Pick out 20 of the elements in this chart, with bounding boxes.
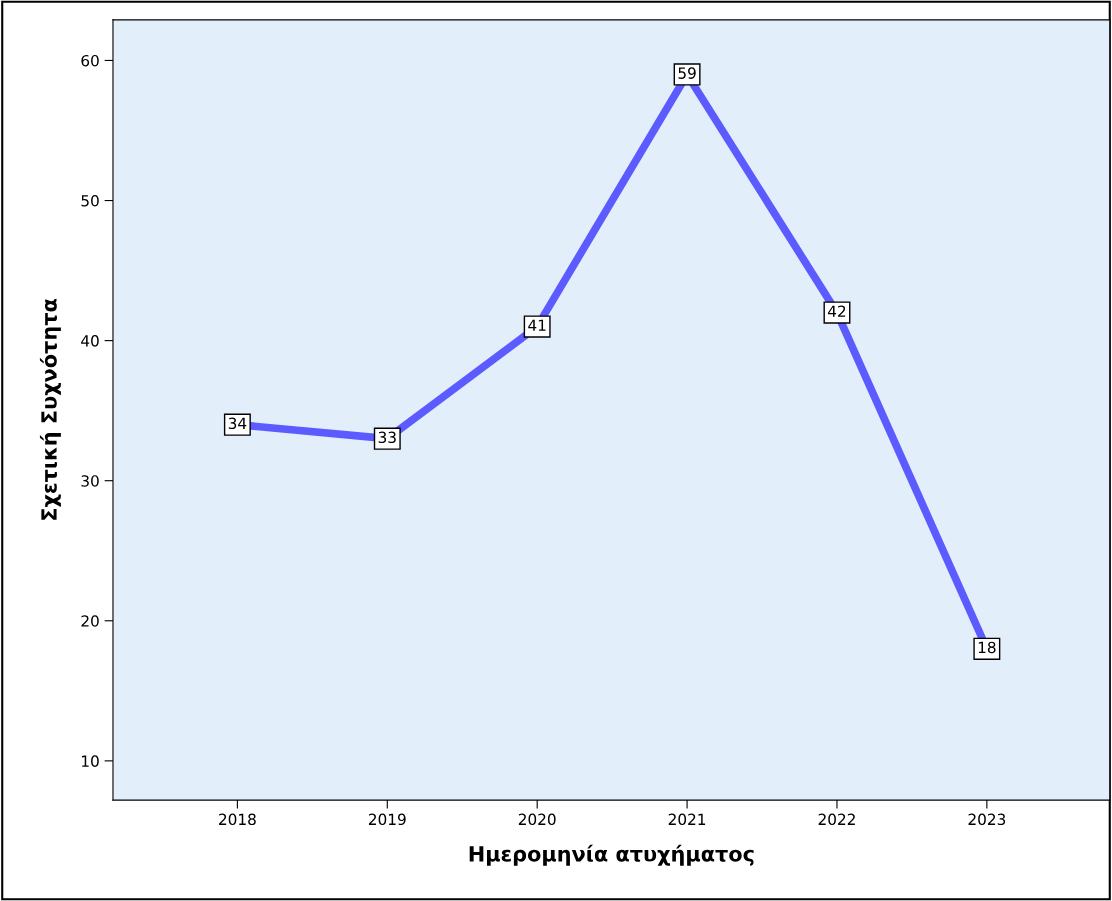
y-tick-label: 60	[81, 54, 99, 67]
y-tick-label: 50	[81, 195, 99, 207]
data-label: 41	[528, 319, 546, 331]
x-axis-title: Ημερομηνία ατυχήματος	[469, 844, 754, 866]
y-axis-title: Σχετική Συχνότητα	[39, 299, 61, 520]
x-tick-label: 2023	[968, 813, 1006, 826]
data-label: 33	[378, 431, 396, 444]
x-tick-label: 2021	[668, 813, 706, 826]
y-tick-label: 20	[81, 615, 99, 627]
x-tick-label: 2018	[219, 813, 256, 826]
x-tick-label: 2020	[518, 813, 556, 826]
x-tick-label: 2022	[818, 813, 855, 826]
x-tick-label: 2019	[368, 813, 406, 826]
y-tick-label: 40	[81, 335, 99, 347]
data-label: 34	[228, 417, 247, 430]
data-label: 42	[828, 305, 846, 317]
data-label: 59	[678, 67, 696, 79]
data-label: 18	[978, 641, 996, 654]
y-tick-label: 30	[81, 475, 99, 487]
y-tick-label: 10	[82, 755, 99, 767]
